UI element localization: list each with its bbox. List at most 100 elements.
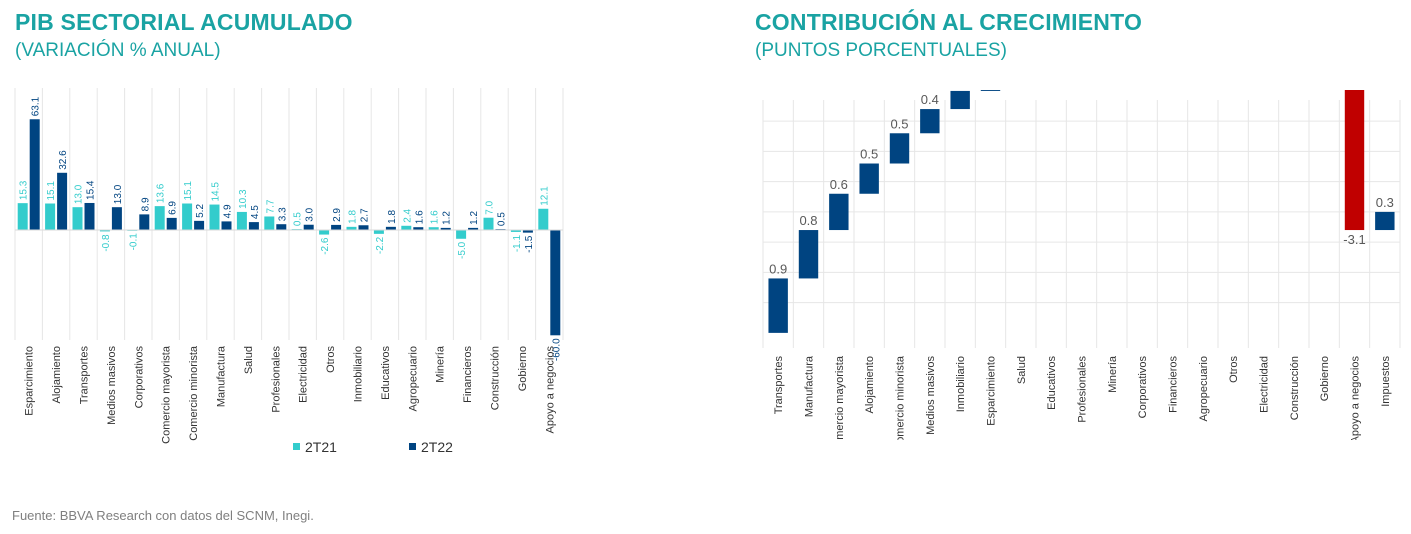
waterfall-bar — [889, 133, 910, 164]
category-label: Comercio mayorista — [161, 345, 173, 444]
waterfall-bar — [768, 278, 788, 333]
data-label: 13.6 — [156, 183, 167, 203]
category-label: Agropecuario — [407, 346, 419, 411]
data-label: 2.4 — [402, 208, 413, 222]
data-label: -0.8 — [101, 234, 112, 252]
category-label: Financieros — [1168, 356, 1180, 413]
category-label: Otros — [1228, 356, 1240, 383]
bar-2T21 — [483, 217, 494, 230]
data-label: 3.3 — [277, 207, 288, 221]
category-label: Esparcimiento — [24, 346, 36, 416]
bar-2T21 — [236, 211, 247, 230]
left-bar-chart: 15.3 15.1 13.0 -0.8 -0.1 13.6 15.1 14.5 10.3 7.7 0… — [14, 88, 564, 455]
bar-2T22 — [385, 226, 396, 230]
category-label: Medios masivos — [106, 346, 118, 425]
category-label: Alojamiento — [864, 356, 876, 413]
bar-2T21 — [45, 203, 56, 230]
bar-2T22 — [303, 224, 314, 230]
bar-2T22 — [550, 230, 561, 336]
category-label: Transportes — [79, 346, 91, 405]
waterfall-bar — [829, 193, 849, 231]
right-chart-subtitle: (PUNTOS PORCENTUALES) — [755, 40, 1007, 61]
bar-2T22 — [468, 227, 479, 230]
bar-2T21 — [373, 230, 384, 234]
data-label: -2.2 — [375, 236, 386, 254]
bar-2T21 — [538, 208, 549, 230]
data-label: 4.9 — [223, 204, 234, 218]
waterfall-bar — [950, 90, 970, 110]
category-label: Corporativos — [1137, 356, 1149, 419]
data-label: 15.1 — [183, 181, 194, 201]
category-label: Comercio minorista — [895, 355, 907, 440]
data-label: 3.0 — [305, 207, 316, 221]
category-label: Profesionales — [270, 346, 282, 413]
data-label: 15.4 — [86, 180, 97, 200]
data-label: -60.0 — [551, 338, 562, 361]
data-label: -1.1 — [512, 234, 523, 252]
bar-2T21 — [17, 203, 28, 230]
legend-swatch — [293, 443, 300, 450]
bar-2T21 — [319, 230, 330, 235]
bar-2T22 — [166, 217, 177, 230]
bar-2T21 — [99, 230, 110, 232]
bar-2T22 — [84, 202, 95, 230]
bar-2T22 — [221, 221, 232, 230]
waterfall-bar — [859, 163, 879, 194]
left-chart-title: PIB SECTORIAL ACUMULADO — [15, 9, 353, 35]
category-label: Financieros — [462, 346, 474, 403]
legend-label: 2T21 — [305, 439, 337, 455]
data-label: -0.1 — [128, 233, 139, 251]
waterfall-bar — [1344, 90, 1365, 231]
category-label: Construcción — [490, 346, 502, 410]
data-label: 2.9 — [332, 208, 343, 222]
category-label: Comercio minorista — [188, 345, 200, 441]
data-label: 13.0 — [113, 184, 124, 204]
category-label: Alojamiento — [51, 346, 63, 403]
category-label: Educativos — [1046, 356, 1058, 410]
category-label: Salud — [1016, 356, 1028, 384]
legend-swatch — [409, 443, 416, 450]
bar-2T22 — [29, 119, 40, 230]
data-label: 1.6 — [430, 210, 441, 224]
category-label: Transportes — [773, 356, 785, 415]
category-label: Minería — [435, 345, 447, 383]
data-label: 13.0 — [74, 184, 85, 204]
data-label: 8.9 — [140, 197, 151, 211]
data-label: 5.2 — [195, 204, 206, 218]
data-label: 6.9 — [168, 201, 179, 215]
category-label: Gobierno — [517, 346, 529, 391]
category-label: Educativos — [380, 346, 392, 400]
bar-2T21 — [154, 206, 165, 230]
bar-2T21 — [456, 230, 467, 239]
data-label: 14.5 — [211, 182, 222, 202]
bar-2T21 — [72, 207, 83, 230]
data-label: 63.1 — [31, 96, 42, 116]
data-label: 7.0 — [485, 200, 496, 214]
category-label: Electricidad — [1259, 356, 1271, 413]
data-label: 0.4 — [921, 92, 939, 107]
data-label: 1.2 — [469, 211, 480, 225]
bar-2T21 — [428, 227, 439, 230]
category-label: Corporativos — [133, 346, 145, 409]
category-label: Medios masivos — [925, 356, 937, 435]
bar-2T22 — [194, 220, 205, 230]
bar-2T22 — [276, 224, 287, 230]
data-label: 0.8 — [799, 213, 817, 228]
bar-2T22 — [57, 172, 68, 230]
bar-2T22 — [440, 227, 451, 230]
category-label: Electricidad — [298, 346, 310, 403]
bar-2T22 — [111, 207, 122, 230]
data-label: -3.1 — [1343, 232, 1365, 247]
data-label: 32.6 — [58, 150, 69, 170]
data-label: -5.0 — [457, 241, 468, 259]
bar-2T22 — [413, 227, 424, 230]
category-label: Gobierno — [1319, 356, 1331, 401]
bar-2T21 — [401, 225, 412, 230]
bar-2T22 — [331, 224, 342, 230]
legend-label: 2T22 — [421, 439, 453, 455]
category-label: Profesionales — [1077, 356, 1089, 423]
data-label: 1.6 — [414, 210, 425, 224]
data-label: 0.5 — [497, 212, 508, 226]
data-label: 1.8 — [348, 210, 359, 224]
bar-2T21 — [346, 226, 357, 230]
